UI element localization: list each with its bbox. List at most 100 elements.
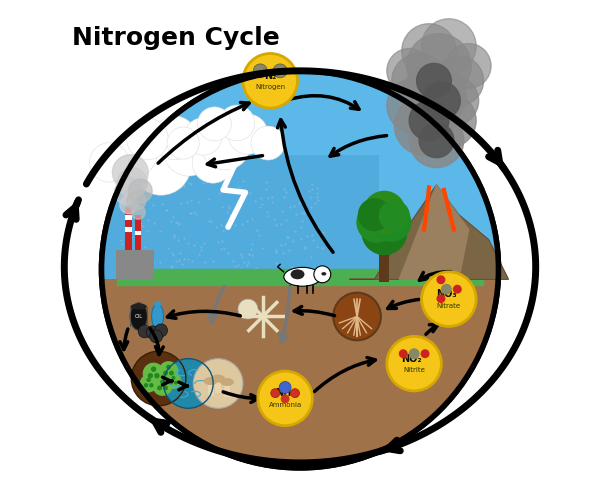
Circle shape [362, 210, 407, 254]
Circle shape [422, 93, 476, 148]
Circle shape [193, 359, 243, 408]
FancyBboxPatch shape [116, 250, 154, 279]
Circle shape [399, 349, 407, 358]
Circle shape [243, 53, 298, 108]
Circle shape [154, 373, 160, 378]
Circle shape [197, 107, 232, 141]
Circle shape [146, 378, 151, 382]
Circle shape [153, 116, 197, 160]
Circle shape [89, 143, 129, 182]
Circle shape [441, 284, 452, 294]
Circle shape [167, 127, 199, 159]
Circle shape [402, 24, 457, 78]
Circle shape [155, 324, 167, 337]
Circle shape [364, 192, 405, 233]
Circle shape [128, 179, 152, 203]
Circle shape [111, 131, 157, 177]
Text: Nitrogen: Nitrogen [255, 84, 285, 90]
Circle shape [131, 205, 145, 219]
Text: OIL: OIL [135, 314, 143, 319]
Ellipse shape [220, 378, 234, 386]
Circle shape [421, 349, 430, 358]
Circle shape [359, 199, 391, 231]
Circle shape [357, 203, 397, 242]
Circle shape [138, 325, 151, 338]
Text: NO₂⁻: NO₂⁻ [401, 354, 427, 364]
Circle shape [436, 294, 445, 303]
Ellipse shape [101, 71, 499, 468]
Circle shape [409, 113, 464, 168]
Circle shape [131, 135, 191, 195]
Circle shape [253, 64, 267, 78]
Circle shape [373, 204, 410, 241]
Circle shape [152, 376, 172, 396]
Text: NH₃: NH₃ [275, 388, 295, 398]
Ellipse shape [204, 377, 218, 385]
FancyBboxPatch shape [118, 269, 482, 285]
Circle shape [174, 381, 178, 385]
Ellipse shape [130, 303, 148, 330]
Circle shape [271, 389, 280, 398]
Circle shape [429, 76, 479, 125]
Circle shape [146, 326, 159, 339]
Circle shape [273, 64, 287, 78]
Circle shape [281, 394, 290, 403]
Text: N₂: N₂ [264, 71, 277, 81]
Circle shape [290, 389, 299, 398]
FancyBboxPatch shape [379, 252, 389, 282]
Circle shape [436, 275, 445, 284]
Circle shape [112, 155, 148, 191]
Circle shape [422, 82, 460, 119]
Circle shape [127, 118, 168, 160]
Text: Nitrogen Cycle: Nitrogen Cycle [72, 26, 280, 50]
Circle shape [251, 126, 285, 160]
Circle shape [169, 381, 173, 385]
Circle shape [258, 371, 313, 426]
Circle shape [387, 78, 442, 133]
FancyBboxPatch shape [125, 207, 132, 250]
Circle shape [314, 266, 331, 283]
Circle shape [166, 365, 171, 370]
Circle shape [279, 382, 291, 393]
Circle shape [228, 114, 268, 154]
Circle shape [446, 43, 491, 88]
Circle shape [379, 201, 409, 231]
Circle shape [409, 348, 419, 359]
Circle shape [164, 359, 213, 408]
FancyBboxPatch shape [125, 215, 132, 220]
Text: Nitrite: Nitrite [403, 367, 425, 373]
Circle shape [409, 101, 449, 140]
Circle shape [219, 105, 254, 141]
Ellipse shape [154, 301, 161, 307]
Circle shape [157, 385, 162, 390]
Circle shape [419, 123, 454, 158]
Polygon shape [399, 185, 469, 279]
Circle shape [164, 127, 213, 176]
Circle shape [387, 336, 442, 391]
Circle shape [127, 192, 146, 210]
Circle shape [238, 299, 258, 319]
Circle shape [149, 383, 154, 388]
Circle shape [120, 196, 138, 214]
Circle shape [422, 272, 476, 326]
FancyBboxPatch shape [135, 215, 141, 250]
Text: Nitrate: Nitrate [437, 302, 461, 308]
Circle shape [163, 371, 168, 376]
FancyBboxPatch shape [224, 386, 230, 397]
Ellipse shape [152, 304, 164, 329]
FancyBboxPatch shape [135, 231, 141, 235]
Circle shape [201, 121, 250, 170]
Circle shape [144, 383, 148, 388]
Circle shape [184, 118, 222, 155]
Ellipse shape [284, 267, 321, 286]
Circle shape [169, 371, 174, 376]
Circle shape [163, 385, 168, 390]
Circle shape [394, 96, 454, 155]
Circle shape [422, 19, 476, 73]
Circle shape [172, 376, 175, 380]
Text: Ammonia: Ammonia [268, 402, 302, 408]
Circle shape [434, 56, 484, 106]
Circle shape [333, 293, 381, 340]
Text: NO₃⁻: NO₃⁻ [436, 289, 462, 299]
Ellipse shape [101, 71, 499, 468]
